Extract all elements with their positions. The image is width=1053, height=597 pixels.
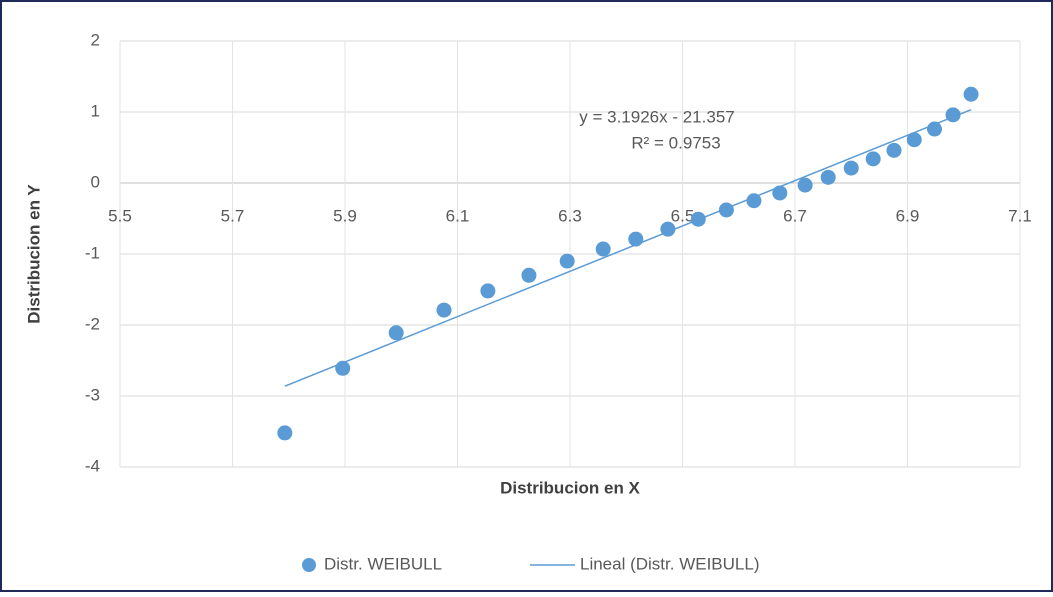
legend-marker xyxy=(302,558,316,572)
point xyxy=(945,107,961,123)
x-tick-label: 6.1 xyxy=(446,206,470,225)
point xyxy=(865,151,881,167)
y-tick-label: 2 xyxy=(91,30,100,49)
point xyxy=(927,121,942,137)
x-axis-title: Distribucion en X xyxy=(500,478,640,497)
point xyxy=(797,177,813,193)
point xyxy=(843,160,859,176)
point xyxy=(559,253,575,269)
point xyxy=(388,325,404,341)
x-tick-label: 5.5 xyxy=(108,206,132,225)
point xyxy=(906,132,922,148)
y-axis-title: Distribucion en Y xyxy=(24,184,43,324)
trendline-equation: y = 3.1926x - 21.357 xyxy=(579,107,734,126)
point xyxy=(595,241,611,257)
grid xyxy=(119,40,1021,468)
y-tick-label: -3 xyxy=(85,385,100,404)
x-tick-label: 7.1 xyxy=(1008,206,1032,225)
point xyxy=(963,86,979,102)
point xyxy=(480,283,496,299)
x-tick-label: 6.5 xyxy=(671,206,695,225)
x-tick-label: 6.7 xyxy=(783,206,807,225)
point xyxy=(628,231,644,247)
point xyxy=(521,267,537,283)
point xyxy=(746,193,762,209)
legend-label: Distr. WEIBULL xyxy=(324,554,442,573)
x-tick-label: 5.9 xyxy=(333,206,357,225)
y-tick-label: 1 xyxy=(91,101,100,120)
point xyxy=(772,185,788,201)
y-tick-label: 0 xyxy=(91,172,100,191)
point xyxy=(886,142,902,158)
point xyxy=(820,169,836,185)
x-tick-label: 6.3 xyxy=(558,206,582,225)
y-tick-label: -4 xyxy=(85,456,100,475)
point xyxy=(277,425,293,441)
trendline xyxy=(284,108,972,387)
point xyxy=(690,211,706,227)
point xyxy=(660,221,676,237)
x-tick-label: 5.7 xyxy=(221,206,245,225)
x-tick-label: 6.9 xyxy=(896,206,920,225)
y-tick-label: -2 xyxy=(85,314,100,333)
point xyxy=(335,360,351,376)
trendline-r2: R² = 0.9753 xyxy=(631,133,720,152)
legend-label: Lineal (Distr. WEIBULL) xyxy=(580,554,760,573)
point xyxy=(436,302,452,318)
y-tick-label: -1 xyxy=(85,243,100,262)
point xyxy=(718,202,734,218)
